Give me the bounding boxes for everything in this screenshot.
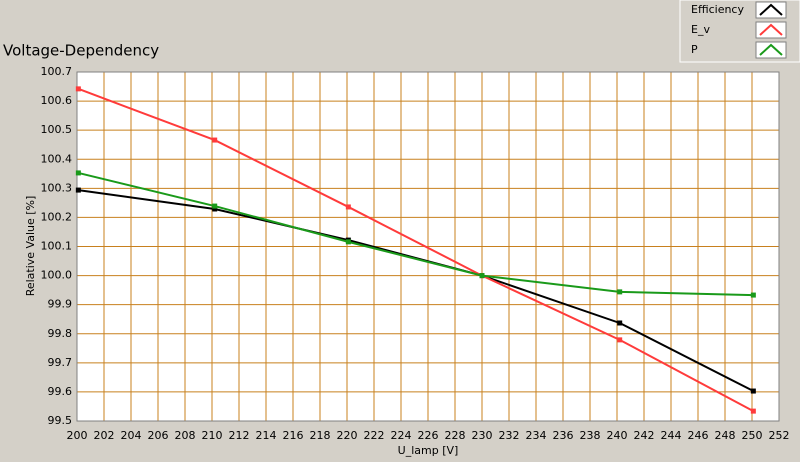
x-tick-label: 228 — [445, 429, 466, 442]
x-tick-label: 246 — [688, 429, 709, 442]
x-tick-label: 248 — [715, 429, 736, 442]
series-line — [78, 171, 754, 297]
data-point — [212, 137, 218, 143]
legend-label: P — [691, 43, 698, 56]
data-point — [75, 170, 81, 176]
x-tick-label: 220 — [337, 429, 358, 442]
x-tick-label: 226 — [418, 429, 439, 442]
x-tick-label: 222 — [364, 429, 385, 442]
data-point — [750, 292, 756, 298]
data-point — [617, 320, 623, 326]
x-tick-label: 244 — [661, 429, 682, 442]
legend-swatch-box — [755, 1, 787, 19]
data-point — [75, 187, 81, 193]
y-tick-label: 99.9 — [48, 298, 73, 311]
x-tick-label: 250 — [742, 429, 763, 442]
data-point — [750, 408, 756, 414]
legend-swatch-box — [755, 21, 787, 39]
y-tick-label: 100.4 — [41, 152, 73, 165]
x-tick-label: 236 — [553, 429, 574, 442]
x-tick-label: 206 — [148, 429, 169, 442]
x-tick-label: 204 — [121, 429, 142, 442]
x-tick-label: 230 — [472, 429, 493, 442]
legend-swatch — [759, 23, 783, 36]
x-tick-label: 252 — [769, 429, 790, 442]
y-tick-label: 100.2 — [41, 210, 73, 223]
x-tick-label: 212 — [229, 429, 250, 442]
x-tick-label: 202 — [94, 429, 115, 442]
legend-label: Efficiency — [691, 3, 744, 16]
data-point — [345, 239, 351, 245]
x-tick-label: 232 — [499, 429, 520, 442]
x-tick-label: 200 — [67, 429, 88, 442]
data-point — [75, 86, 81, 92]
x-tick-label: 238 — [580, 429, 601, 442]
y-tick-label: 99.8 — [48, 327, 73, 340]
legend-swatch — [759, 43, 783, 56]
x-tick-label: 208 — [175, 429, 196, 442]
y-tick-label: 100.3 — [41, 181, 73, 194]
y-tick-label: 100.1 — [41, 240, 73, 253]
y-tick-label: 100.0 — [41, 269, 73, 282]
x-tick-label: 234 — [526, 429, 547, 442]
y-tick-label: 99.7 — [48, 356, 73, 369]
x-tick-label: 242 — [634, 429, 655, 442]
series-line — [77, 87, 754, 412]
x-tick-label: 216 — [283, 429, 304, 442]
chart-title: Voltage-Dependency — [3, 42, 159, 60]
legend-swatch-box — [755, 41, 787, 59]
legend-swatch — [759, 3, 783, 16]
y-axis-label: Relative Value [%] — [24, 196, 37, 297]
x-tick-label: 214 — [256, 429, 277, 442]
data-point — [479, 273, 485, 279]
x-tick-label: 218 — [310, 429, 331, 442]
plot-frame — [76, 71, 780, 422]
data-point — [617, 337, 623, 343]
x-tick-label: 210 — [202, 429, 223, 442]
data-point — [750, 388, 756, 394]
data-point — [212, 206, 218, 212]
y-tick-label: 100.5 — [41, 123, 73, 136]
x-tick-label: 240 — [607, 429, 628, 442]
data-point — [617, 289, 623, 295]
y-tick-label: 100.6 — [41, 94, 73, 107]
legend-label: E_v — [691, 23, 710, 36]
y-tick-label: 99.5 — [48, 414, 73, 427]
x-tick-label: 224 — [391, 429, 412, 442]
x-axis-label: U_lamp [V] — [398, 444, 459, 457]
y-tick-label: 100.7 — [41, 65, 73, 78]
data-point — [345, 204, 351, 210]
data-point — [212, 203, 218, 209]
y-tick-label: 99.6 — [48, 385, 73, 398]
